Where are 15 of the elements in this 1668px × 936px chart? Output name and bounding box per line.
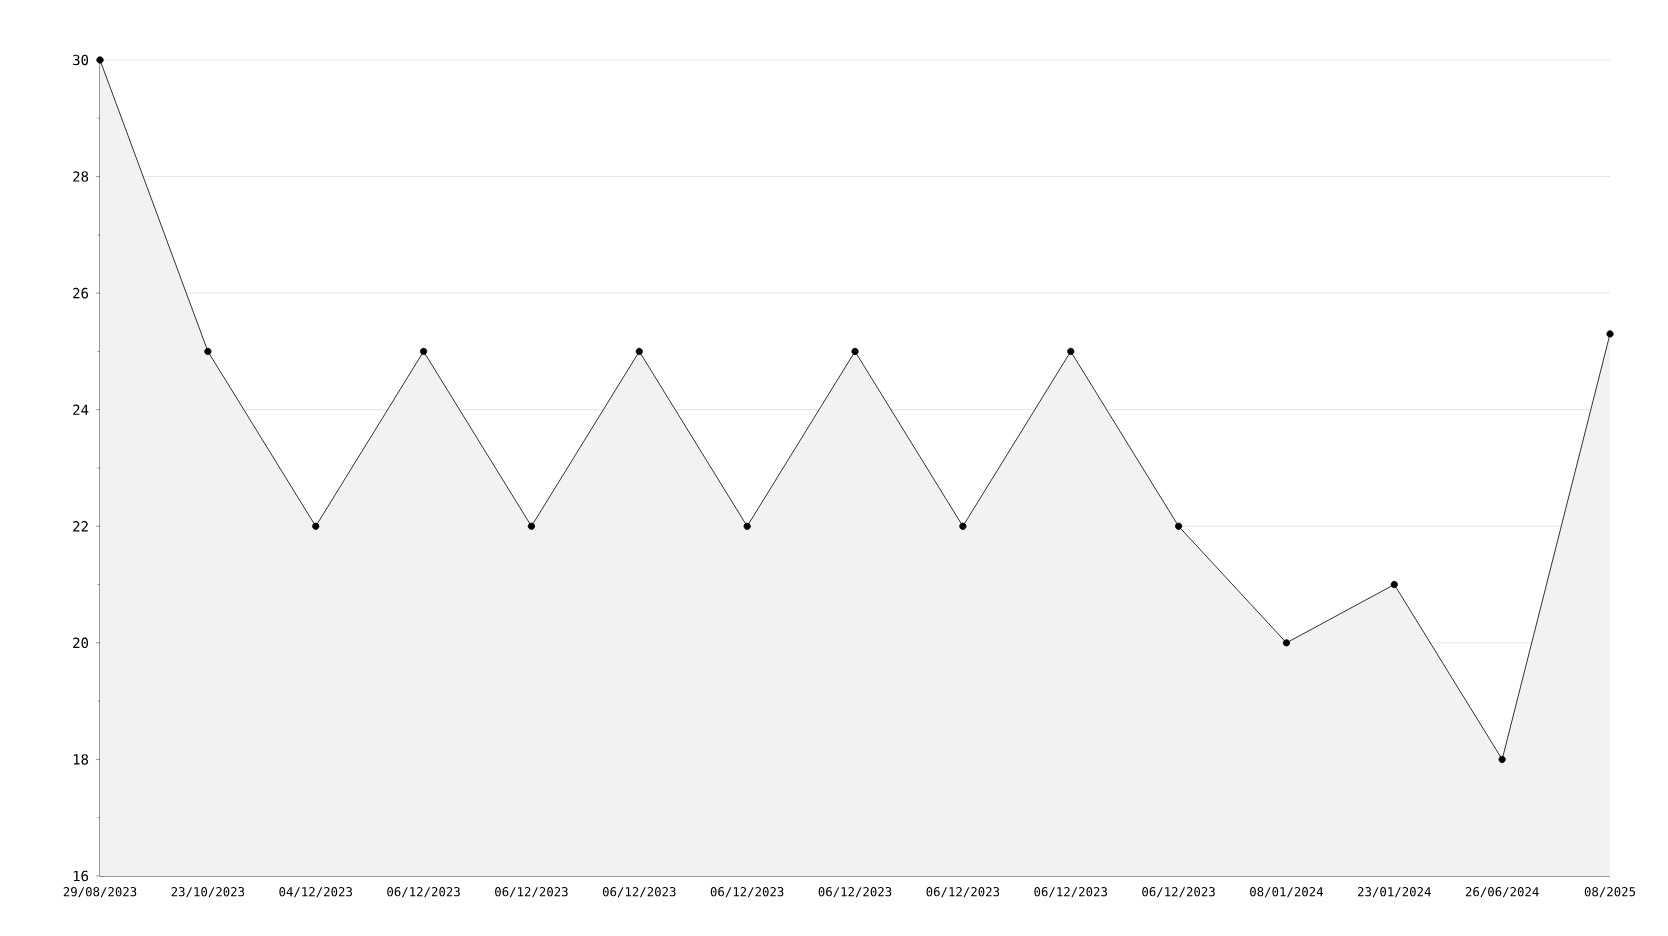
point <box>959 522 967 530</box>
point <box>527 522 536 530</box>
point <box>1390 580 1398 589</box>
point <box>1282 639 1291 647</box>
point <box>204 347 212 355</box>
point <box>851 347 859 355</box>
point <box>1067 347 1075 355</box>
point <box>312 522 320 530</box>
point <box>96 56 104 64</box>
point <box>743 522 751 530</box>
point <box>1175 522 1183 530</box>
point <box>1498 755 1506 763</box>
point <box>420 347 428 355</box>
point <box>635 347 643 355</box>
point <box>1606 330 1614 338</box>
